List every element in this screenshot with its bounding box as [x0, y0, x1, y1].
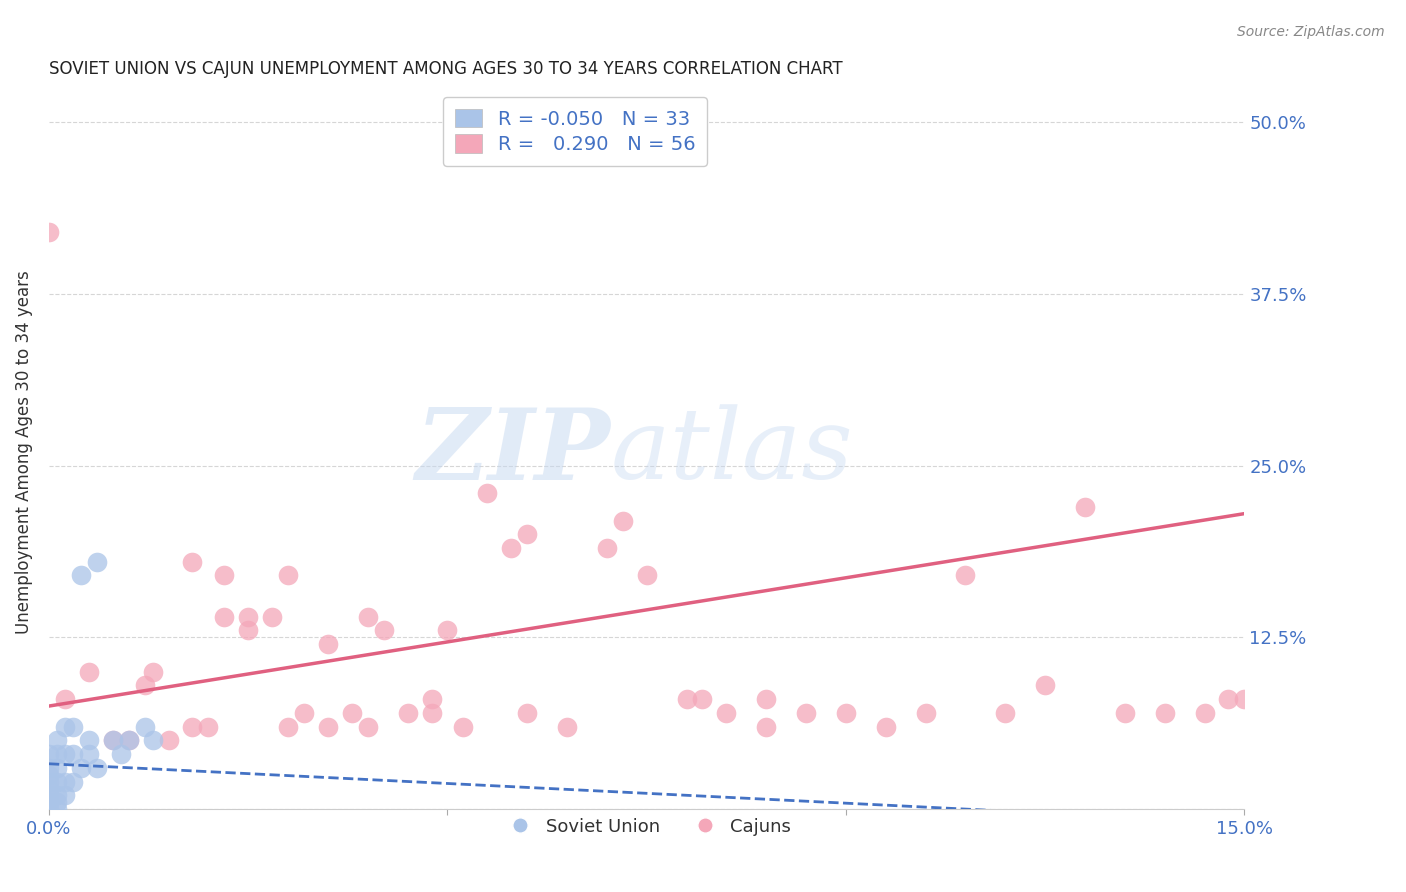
Text: SOVIET UNION VS CAJUN UNEMPLOYMENT AMONG AGES 30 TO 34 YEARS CORRELATION CHART: SOVIET UNION VS CAJUN UNEMPLOYMENT AMONG…	[49, 60, 842, 78]
Point	[875, 720, 897, 734]
Point	[77, 665, 100, 679]
Point	[1074, 500, 1097, 514]
Point	[262, 609, 284, 624]
Point	[118, 733, 141, 747]
Point	[38, 761, 60, 775]
Point	[181, 720, 204, 734]
Text: Source: ZipAtlas.com: Source: ZipAtlas.com	[1237, 25, 1385, 39]
Point	[38, 781, 60, 796]
Point	[53, 774, 76, 789]
Point	[1218, 692, 1240, 706]
Point	[716, 706, 738, 720]
Point	[994, 706, 1017, 720]
Point	[134, 720, 156, 734]
Point	[340, 706, 363, 720]
Point	[1194, 706, 1216, 720]
Point	[45, 795, 67, 809]
Point	[70, 568, 93, 582]
Point	[516, 706, 538, 720]
Point	[53, 692, 76, 706]
Point	[755, 720, 778, 734]
Point	[53, 720, 76, 734]
Point	[62, 747, 84, 761]
Point	[38, 774, 60, 789]
Point	[316, 637, 339, 651]
Point	[555, 720, 578, 734]
Text: atlas: atlas	[610, 404, 853, 500]
Point	[38, 802, 60, 816]
Point	[134, 678, 156, 692]
Text: ZIP: ZIP	[416, 403, 610, 500]
Point	[118, 733, 141, 747]
Point	[357, 720, 380, 734]
Point	[53, 789, 76, 803]
Point	[62, 720, 84, 734]
Point	[636, 568, 658, 582]
Point	[914, 706, 936, 720]
Point	[420, 692, 443, 706]
Point	[77, 733, 100, 747]
Point	[1153, 706, 1175, 720]
Point	[477, 486, 499, 500]
Point	[238, 624, 260, 638]
Y-axis label: Unemployment Among Ages 30 to 34 years: Unemployment Among Ages 30 to 34 years	[15, 270, 32, 633]
Point	[1033, 678, 1056, 692]
Point	[86, 761, 108, 775]
Point	[453, 720, 475, 734]
Point	[70, 761, 93, 775]
Point	[45, 774, 67, 789]
Point	[101, 733, 124, 747]
Point	[38, 225, 60, 239]
Point	[277, 720, 299, 734]
Point	[86, 555, 108, 569]
Point	[197, 720, 219, 734]
Point	[501, 541, 523, 555]
Point	[316, 720, 339, 734]
Point	[596, 541, 619, 555]
Point	[436, 624, 458, 638]
Point	[62, 774, 84, 789]
Point	[142, 665, 165, 679]
Point	[357, 609, 380, 624]
Point	[45, 761, 67, 775]
Point	[38, 768, 60, 782]
Point	[53, 747, 76, 761]
Point	[214, 568, 236, 582]
Point	[181, 555, 204, 569]
Point	[45, 789, 67, 803]
Point	[292, 706, 315, 720]
Point	[675, 692, 697, 706]
Point	[420, 706, 443, 720]
Point	[955, 568, 977, 582]
Point	[45, 802, 67, 816]
Point	[396, 706, 419, 720]
Point	[157, 733, 180, 747]
Point	[277, 568, 299, 582]
Point	[45, 747, 67, 761]
Legend: Soviet Union, Cajuns: Soviet Union, Cajuns	[495, 811, 799, 843]
Point	[692, 692, 714, 706]
Point	[101, 733, 124, 747]
Point	[1233, 692, 1256, 706]
Point	[214, 609, 236, 624]
Point	[38, 795, 60, 809]
Point	[238, 609, 260, 624]
Point	[38, 789, 60, 803]
Point	[45, 733, 67, 747]
Point	[794, 706, 817, 720]
Point	[38, 747, 60, 761]
Point	[516, 527, 538, 541]
Point	[835, 706, 858, 720]
Point	[373, 624, 395, 638]
Point	[1114, 706, 1136, 720]
Point	[755, 692, 778, 706]
Point	[612, 514, 634, 528]
Point	[142, 733, 165, 747]
Point	[77, 747, 100, 761]
Point	[110, 747, 132, 761]
